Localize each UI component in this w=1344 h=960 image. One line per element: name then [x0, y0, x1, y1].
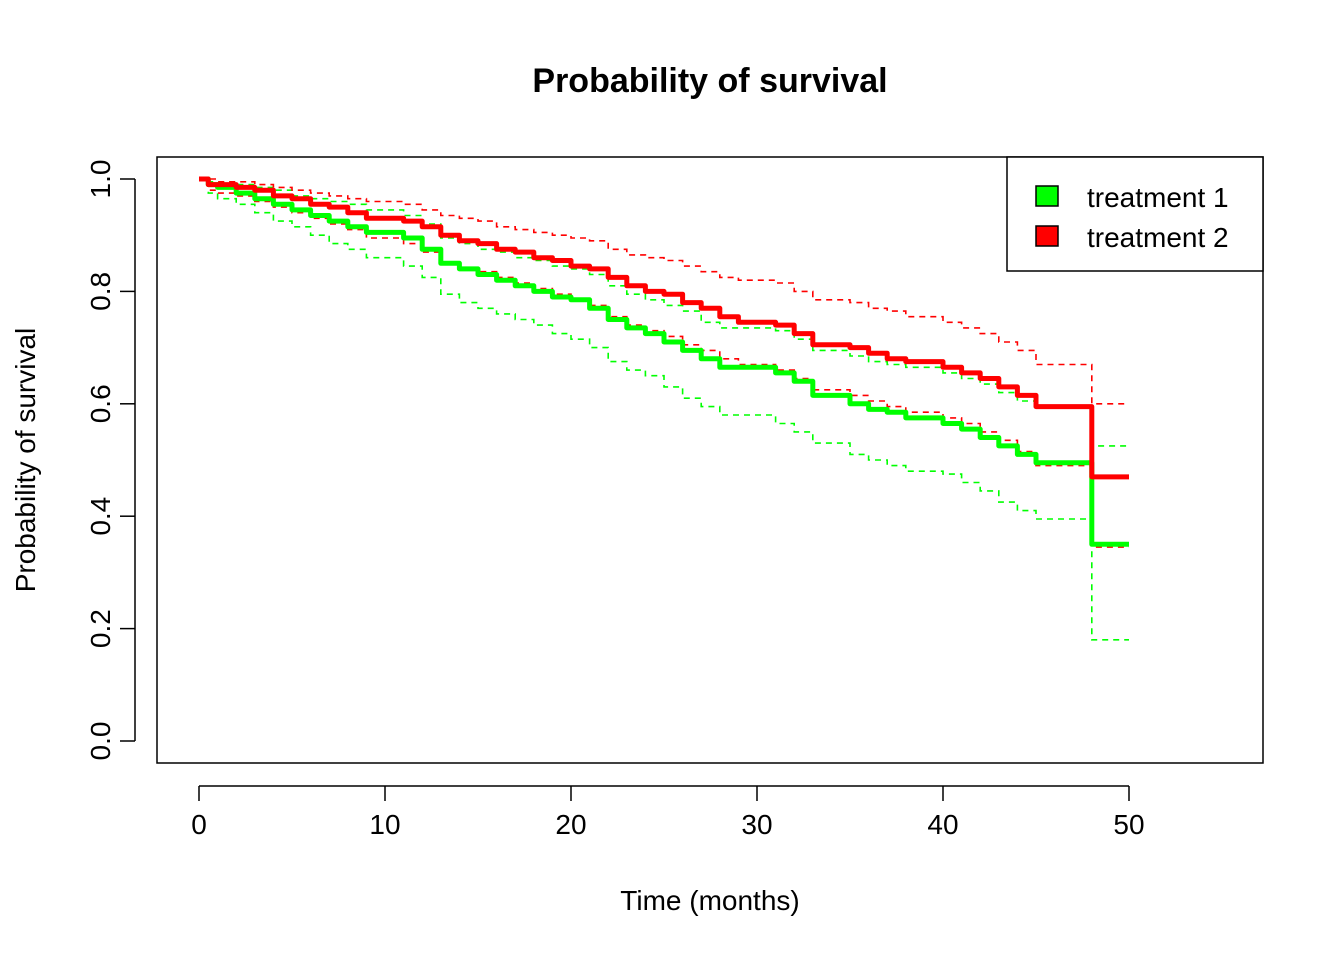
legend-label-treatment-2: treatment 2	[1087, 222, 1229, 253]
y-axis-label: Probability of survival	[10, 328, 41, 593]
y-tick-label: 0.2	[85, 609, 116, 648]
y-tick-label: 0.6	[85, 384, 116, 423]
x-tick-label: 50	[1113, 809, 1144, 840]
legend-label-treatment-1: treatment 1	[1087, 182, 1229, 213]
legend-box	[1006, 156, 1264, 272]
plot-frame	[156, 156, 1264, 764]
x-tick-label: 20	[555, 809, 586, 840]
x-axis-label: Time (months)	[620, 885, 799, 916]
survival-line-treatment-2	[199, 176, 1129, 480]
y-axis: 0.0 0.2 0.4 0.6 0.8 1.0	[85, 160, 136, 761]
ci-lower-treatment-2	[199, 178, 1129, 548]
x-tick-label: 40	[927, 809, 958, 840]
series-layer	[199, 176, 1129, 641]
chart-title: Probability of survival	[532, 62, 887, 100]
y-tick-label: 1.0	[85, 160, 116, 199]
ci-upper-treatment-1	[199, 178, 1129, 447]
y-tick-label: 0.8	[85, 272, 116, 311]
x-tick-label: 30	[741, 809, 772, 840]
y-tick-label: 0.4	[85, 497, 116, 536]
survival-line-treatment-1	[199, 176, 1129, 547]
legend-swatch-treatment-2	[1035, 225, 1059, 247]
y-tick-label: 0.0	[85, 722, 116, 761]
ci-upper-treatment-2	[199, 178, 1129, 405]
ci-lower-treatment-1	[199, 178, 1129, 641]
x-tick-label: 0	[191, 809, 207, 840]
x-axis: 0 10 20 30 40 50	[191, 785, 1145, 840]
x-tick-label: 10	[369, 809, 400, 840]
legend-swatch-treatment-1	[1035, 185, 1059, 207]
legend: treatment 1 treatment 2	[1006, 156, 1264, 272]
